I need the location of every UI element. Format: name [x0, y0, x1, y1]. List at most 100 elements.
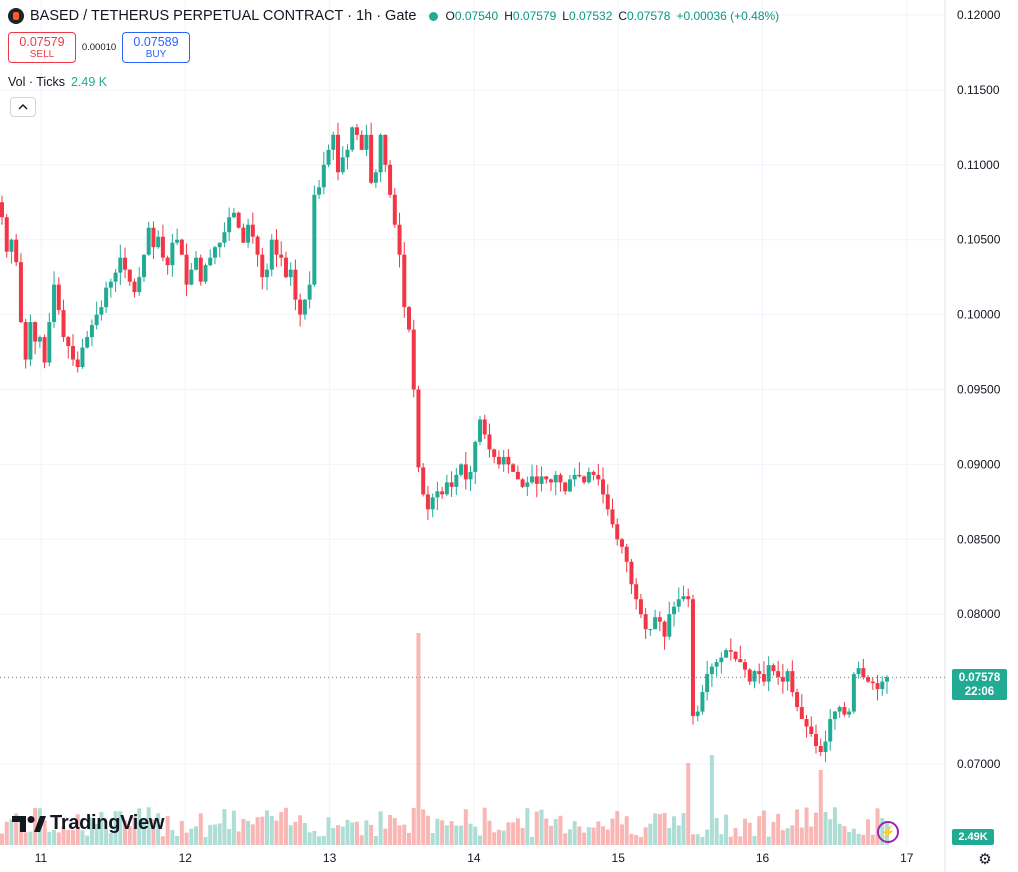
- candle-down: [605, 494, 610, 510]
- volume-bar: [738, 836, 743, 845]
- candle-down: [283, 257, 288, 278]
- candle-up: [89, 325, 94, 338]
- volume-bar: [212, 824, 217, 845]
- volume-bar: [336, 825, 341, 845]
- volume-bar: [482, 807, 487, 845]
- candle-down: [250, 224, 255, 237]
- candle-up: [572, 474, 577, 480]
- volume-bar: [397, 825, 402, 845]
- candle-up: [373, 172, 378, 183]
- volume-bar: [771, 821, 776, 845]
- open-value: 0.07540: [454, 9, 499, 23]
- candle-up: [175, 239, 180, 243]
- time-tick-label: 11: [35, 851, 48, 865]
- candle-up: [454, 474, 459, 487]
- candle-down: [14, 239, 19, 263]
- volume-bar: [194, 826, 199, 845]
- candle-down: [814, 734, 819, 747]
- candle-up: [37, 337, 42, 342]
- candle-up: [312, 194, 317, 285]
- candle-up: [468, 471, 473, 480]
- volume-bar: [681, 813, 686, 845]
- volume-bar: [667, 827, 672, 845]
- close-value: 0.07578: [627, 9, 671, 23]
- candle-down: [61, 310, 66, 338]
- candle-up: [265, 269, 270, 278]
- collapse-legend-button[interactable]: [10, 97, 36, 117]
- time-tick-label: 16: [756, 851, 770, 865]
- candle-up: [681, 596, 686, 600]
- last-price-tag: 0.07578 22:06: [952, 669, 1007, 700]
- volume-bar: [449, 821, 454, 845]
- volume-bar: [217, 823, 222, 845]
- volume-bar: [189, 828, 194, 845]
- volume-bar: [672, 816, 677, 845]
- volume-bar: [222, 809, 227, 845]
- candle-up: [104, 287, 109, 308]
- candle-up: [525, 482, 530, 487]
- lightning-icon[interactable]: ⚡: [877, 821, 899, 843]
- candle-up: [217, 242, 222, 248]
- price-tick-label: 0.11000: [957, 158, 1000, 172]
- candle-down: [776, 671, 781, 678]
- volume-bar: [634, 834, 639, 845]
- volume-legend-value: 2.49 K: [70, 75, 108, 89]
- volume-bar: [118, 811, 123, 845]
- volume-bar: [430, 833, 435, 845]
- candle-down: [610, 509, 615, 525]
- candle-down: [795, 692, 800, 708]
- volume-bar: [61, 826, 66, 845]
- volume-bar: [501, 830, 506, 845]
- tradingview-logo[interactable]: TradingView: [12, 812, 164, 835]
- symbol-title[interactable]: BASED / TETHERUS PERPETUAL CONTRACT · 1h…: [30, 8, 417, 24]
- candle-up: [648, 629, 653, 631]
- volume-bar: [719, 834, 724, 845]
- candle-down: [255, 236, 260, 255]
- candle-down: [160, 236, 165, 258]
- candle-down: [558, 474, 563, 483]
- volume-bar: [354, 821, 359, 845]
- ohlc-readout: O0.07540 H0.07579 L0.07532 C0.07578 +0.0…: [445, 9, 780, 23]
- volume-bar: [743, 818, 748, 845]
- candle-up: [317, 187, 322, 195]
- volume-bar: [477, 835, 482, 845]
- candle-down: [260, 254, 265, 278]
- volume-legend[interactable]: Vol · Ticks 2.49 K: [8, 75, 107, 89]
- volume-bar: [591, 827, 596, 845]
- volume-bar: [690, 834, 695, 845]
- volume-bar: [520, 827, 525, 845]
- candle-down: [421, 467, 426, 495]
- candle-up: [208, 257, 213, 266]
- candle-up: [108, 281, 113, 288]
- volume-bar: [714, 817, 719, 845]
- candle-down: [771, 665, 776, 672]
- volume-bar: [596, 821, 601, 845]
- volume-bar: [619, 824, 624, 845]
- candle-up: [364, 134, 369, 150]
- candle-down: [123, 257, 128, 270]
- volume-bar: [4, 821, 9, 845]
- volume-bar: [70, 829, 75, 845]
- sell-button[interactable]: 0.07579 SELL: [8, 32, 76, 63]
- candle-up: [837, 707, 842, 712]
- volume-bar: [246, 820, 251, 845]
- volume-bar: [359, 835, 364, 845]
- candle-down: [23, 322, 28, 360]
- candle-up: [430, 497, 435, 510]
- time-axis: 11 12 13 14 15 16 17: [35, 851, 914, 865]
- candle-up: [435, 491, 440, 498]
- volume-bar: [340, 826, 345, 845]
- buy-button[interactable]: 0.07589 BUY: [122, 32, 190, 63]
- volume-bar: [184, 832, 189, 845]
- time-tick-label: 13: [323, 851, 337, 865]
- volume-bar: [402, 824, 407, 845]
- candle-down: [799, 707, 804, 720]
- candle-up: [553, 474, 558, 483]
- chevron-up-icon: [18, 104, 28, 110]
- candle-down: [425, 494, 430, 510]
- candle-down: [761, 674, 766, 682]
- candle-up: [856, 668, 861, 675]
- volume-bar: [790, 825, 795, 845]
- settings-gear-icon[interactable]: ⚙: [978, 851, 992, 868]
